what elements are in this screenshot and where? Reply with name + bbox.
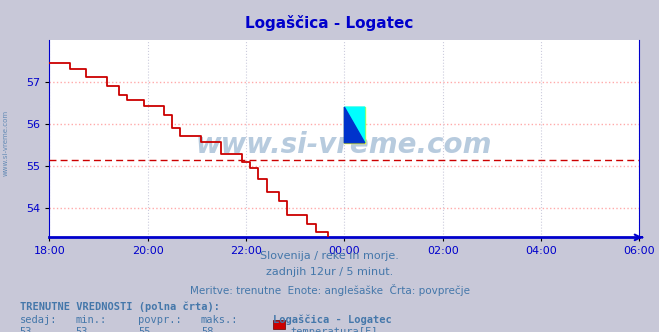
Text: Logaščica - Logatec: Logaščica - Logatec (273, 315, 392, 325)
Text: sedaj:: sedaj: (20, 315, 57, 325)
Text: Slovenija / reke in morje.: Slovenija / reke in morje. (260, 251, 399, 261)
Text: zadnjih 12ur / 5 minut.: zadnjih 12ur / 5 minut. (266, 267, 393, 277)
Text: povpr.:: povpr.: (138, 315, 182, 325)
Bar (345, 107, 365, 143)
Text: 53: 53 (76, 327, 88, 332)
Text: www.si-vreme.com: www.si-vreme.com (196, 130, 492, 159)
Polygon shape (345, 107, 365, 143)
Text: 53: 53 (20, 327, 32, 332)
Text: TRENUTNE VREDNOSTI (polna črta):: TRENUTNE VREDNOSTI (polna črta): (20, 301, 219, 312)
Text: Meritve: trenutne  Enote: anglešaške  Črta: povprečje: Meritve: trenutne Enote: anglešaške Črta… (190, 284, 469, 296)
Text: www.si-vreme.com: www.si-vreme.com (2, 110, 9, 176)
Text: 55: 55 (138, 327, 151, 332)
Text: Logaščica - Logatec: Logaščica - Logatec (245, 15, 414, 31)
Polygon shape (345, 107, 365, 143)
Text: maks.:: maks.: (201, 315, 239, 325)
Text: temperatura[F]: temperatura[F] (290, 327, 378, 332)
Text: min.:: min.: (76, 315, 107, 325)
Text: 58: 58 (201, 327, 214, 332)
